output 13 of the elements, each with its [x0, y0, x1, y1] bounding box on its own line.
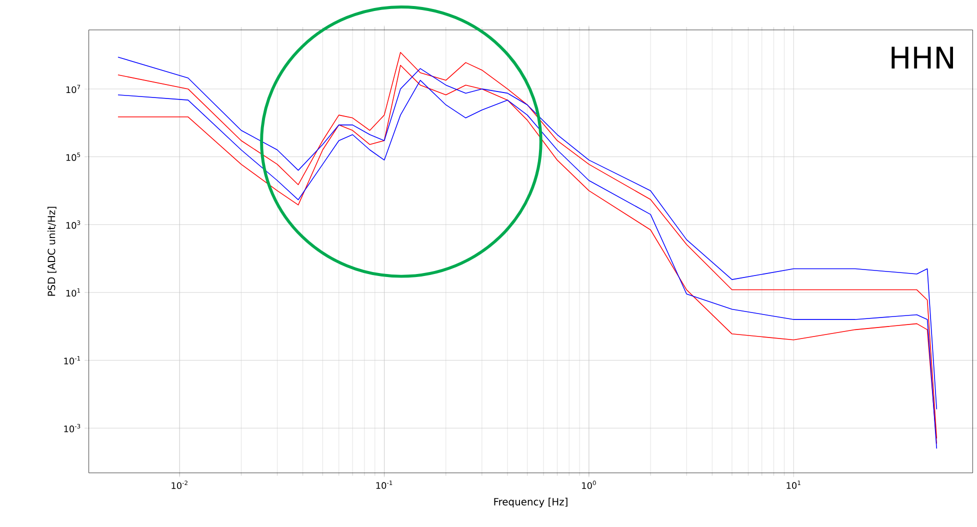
- y-tick-label: 10$^{7}$: [66, 84, 80, 94]
- y-tick-label: 10$^{-3}$: [64, 424, 80, 432]
- x-tick-label: 10$^{-1}$: [376, 480, 392, 490]
- x-tick-label: 10$^{0}$: [582, 480, 596, 490]
- y-tick-label: 10$^{5}$: [66, 152, 80, 162]
- x-tick-label: 10$^{1}$: [786, 480, 800, 490]
- x-axis-title: Frequency [Hz]: [494, 498, 568, 508]
- y-tick-label: 10$^{-1}$: [64, 356, 80, 365]
- annotation: HHN: [892, 46, 953, 69]
- y-tick-label: 10$^{3}$: [66, 220, 80, 229]
- x-tick-label: 10$^{-2}$: [172, 480, 188, 490]
- y-tick-label: 10$^{1}$: [66, 288, 80, 297]
- y-axis-title: PSD [ADC unit/Hz]: [48, 207, 56, 296]
